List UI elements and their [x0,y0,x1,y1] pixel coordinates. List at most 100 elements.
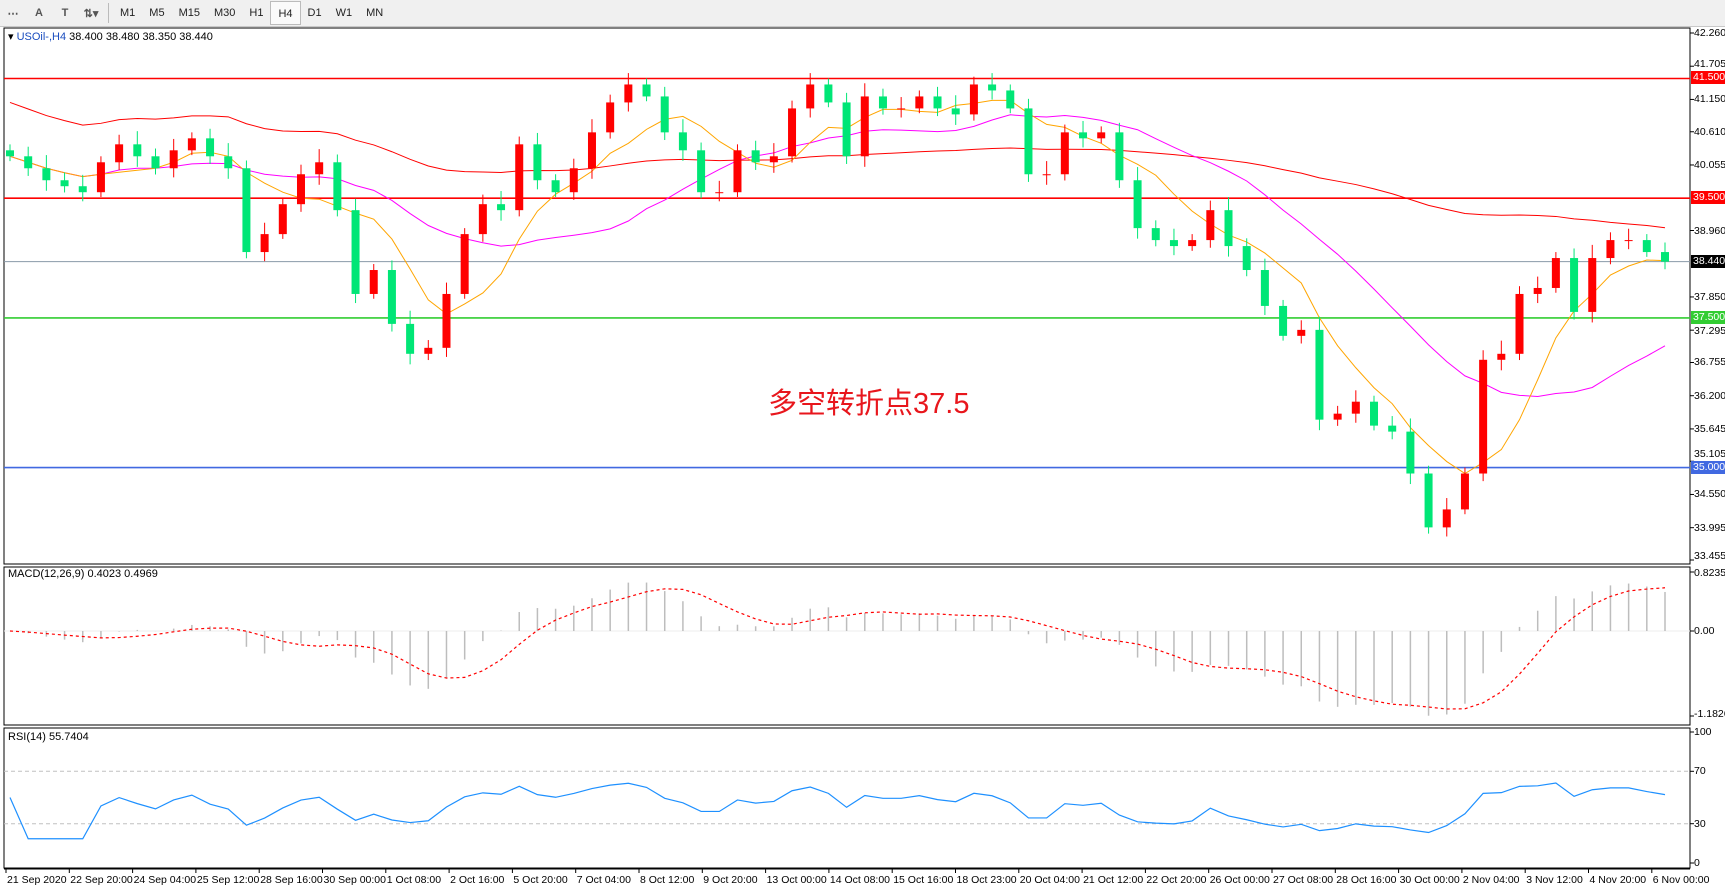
macd-label: MACD(12,26,9) 0.4023 0.4969 [8,568,158,580]
candle-body [1115,132,1124,181]
time-tick-label: 4 Nov 20:00 [1589,874,1647,886]
candle-body [224,156,233,169]
price-tick-label: 42.260 [1694,27,1725,39]
candle-body [60,180,69,187]
candle-body [1224,210,1233,247]
ma-mid-line [9,114,1666,397]
rsi-panel-frame [3,727,1691,869]
candle-body [842,102,851,157]
time-tick-label: 24 Sep 04:00 [133,874,197,886]
price-tick-label: 36.755 [1694,356,1725,369]
time-tick-label: 26 Oct 00:00 [1209,874,1270,886]
rsi-tick-label: 30 [1694,817,1706,830]
candle-body [260,234,269,253]
candle-body [351,210,360,294]
candle-body [1570,258,1579,312]
timeframe-h1[interactable]: H1 [249,7,264,19]
candle-body [897,108,906,110]
time-tick-label: 2 Oct 16:00 [450,874,505,886]
candle-body [1151,228,1160,241]
time-tick-label: 3 Nov 12:00 [1526,874,1583,886]
candle-body [315,162,324,175]
candle-body [1497,353,1506,360]
level-price-label: 35.000 [1691,460,1725,474]
timeframe-h4[interactable]: H4 [270,1,301,25]
time-tick-label: 22 Sep 20:00 [70,874,133,886]
time-tick-label: 5 Oct 20:00 [513,874,568,886]
timeframe-w1[interactable]: W1 [335,7,353,19]
time-tick-label: 2 Nov 04:00 [1462,874,1520,886]
timeframe-d1[interactable]: D1 [307,7,322,19]
price-panel-frame [3,27,1691,565]
candle-body [333,162,342,211]
timeframe-m30[interactable]: M30 [213,7,236,19]
candle-body [206,138,215,157]
macd-tick-label: 0.8235 [1694,567,1725,579]
chart-annotation: 多空转折点37.5 [768,388,970,420]
candle-body [515,144,524,211]
candle-body [369,270,378,294]
price-tick-label: 37.850 [1694,290,1725,303]
candle-body [1588,258,1597,312]
candle-body [1060,132,1069,175]
candle-body [115,144,124,163]
candle-body [1188,240,1197,247]
candle-body [988,84,997,91]
candle-body [751,150,760,163]
candle-body [569,168,578,193]
candle-body [1024,108,1033,175]
candle-body [606,102,615,133]
chart-area[interactable] [0,27,1725,892]
candle-body [1242,246,1251,271]
candle-body [78,186,87,193]
price-tick-label: 38.960 [1694,224,1725,237]
candle-body [806,84,815,109]
candle-body [478,204,487,235]
candle-body [406,323,415,354]
candle-body [642,84,651,97]
time-tick-label: 14 Oct 08:00 [829,874,891,886]
time-tick-label: 1 Oct 08:00 [386,874,442,886]
chart-title: ▾ USOil-,H4 38.400 38.480 38.350 38.440 [8,31,213,43]
candle-body [1315,329,1324,420]
candle-body [933,96,942,109]
time-tick-label: 7 Oct 04:00 [576,874,631,886]
candle-body [1370,401,1379,426]
time-tick-label: 30 Sep 00:00 [323,874,386,886]
ohlc-label: 38.400 38.480 38.350 38.440 [69,31,213,43]
price-tick-label: 40.610 [1694,125,1725,138]
candle-body [715,192,724,194]
candle-body [678,132,687,151]
timeframe-mn[interactable]: MN [366,7,384,19]
time-tick-label: 30 Oct 00:00 [1399,874,1460,886]
toolbar-divider [108,3,109,23]
candle-body [442,293,451,348]
candle-body [169,150,178,169]
candle-body [42,168,51,181]
candle-body [824,84,833,103]
arrows-icon[interactable]: ⇅▾ [83,7,99,20]
candle-body [769,156,778,163]
rsi-line [9,782,1666,840]
candle-body [1006,90,1015,109]
candle-body [278,204,287,235]
price-tick-label: 34.550 [1694,488,1725,501]
time-tick-label: 25 Sep 12:00 [196,874,260,886]
level-price-label: 39.500 [1691,191,1725,205]
time-tick-label: 9 Oct 20:00 [703,874,758,886]
time-tick-label: 18 Oct 23:00 [956,874,1017,886]
candle-body [6,150,14,157]
timeframe-m15[interactable]: M15 [178,7,200,19]
candle-body [1042,174,1051,176]
text-a-icon[interactable]: A [35,7,43,19]
candle-body [96,162,105,193]
candle-body [1442,509,1451,528]
time-tick-label: 27 Oct 08:00 [1273,874,1334,886]
rsi-tick-label: 100 [1694,726,1712,738]
text-label-icon[interactable]: T [61,7,69,19]
candle-body [1079,132,1088,139]
timeframe-m1[interactable]: M1 [120,7,136,19]
timeframe-m5[interactable]: M5 [149,7,165,19]
current-price-label: 38.440 [1691,254,1725,268]
grid-f-icon[interactable]: ⋯ [7,7,19,20]
